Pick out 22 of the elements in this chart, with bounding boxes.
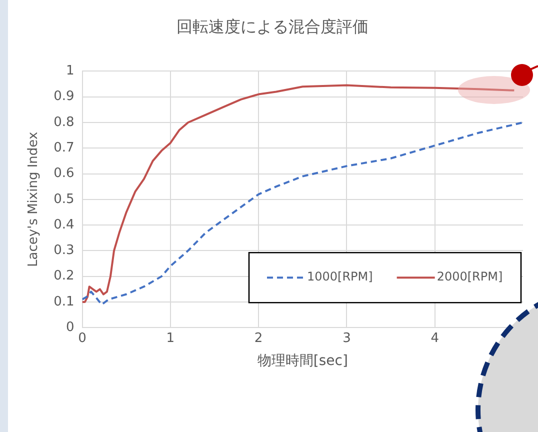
legend-label: 2000[RPM] <box>436 270 503 284</box>
y-tick-label: 0.2 <box>54 268 74 284</box>
x-axis-title: 物理時間[sec] <box>257 353 348 370</box>
x-tick-label: 0 <box>78 330 86 346</box>
y-tick-label: 0.7 <box>54 140 74 156</box>
y-tick-label: 0.5 <box>54 192 74 207</box>
y-tick-label: 0.1 <box>54 294 74 310</box>
y-tick-label: 0.9 <box>54 89 74 104</box>
line-series <box>82 121 523 306</box>
y-tick-label: 0.8 <box>54 114 74 130</box>
y-tick-label: 0 <box>66 320 74 335</box>
y-tick-label: 1 <box>66 64 74 79</box>
y-axis-title: Lacey's Mixing Index <box>26 132 42 267</box>
chart-title: 回転速度による混合度評価 <box>176 16 368 36</box>
x-tick-label: 3 <box>342 330 351 346</box>
x-tick-label: 4 <box>430 330 439 346</box>
y-tick-label: 0.4 <box>54 217 74 232</box>
y-tick-label: 0.3 <box>54 243 74 258</box>
x-tick-label: 2 <box>254 330 263 346</box>
y-tick-label: 0.6 <box>54 166 74 182</box>
x-tick-label: 1 <box>166 330 175 346</box>
legend-label: 1000[RPM] <box>307 270 373 284</box>
